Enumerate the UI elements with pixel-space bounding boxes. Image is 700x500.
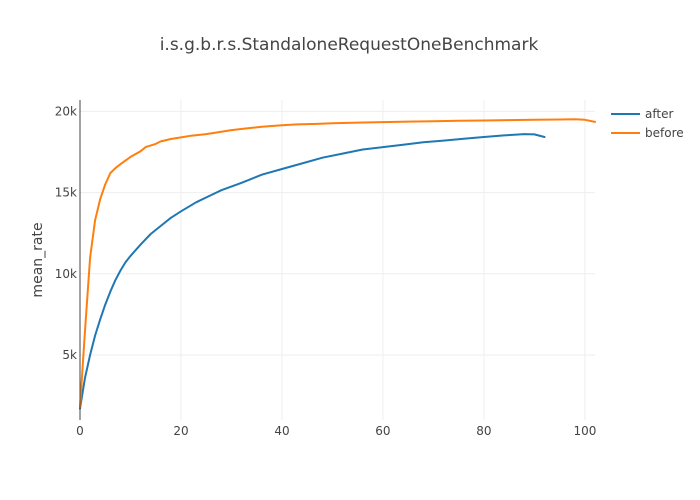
- y-tick-label: 15k: [55, 186, 77, 200]
- x-tick-label: 80: [476, 424, 491, 438]
- y-tick-label: 20k: [55, 104, 77, 118]
- chart-title: i.s.g.b.r.s.StandaloneRequestOneBenchmar…: [160, 35, 539, 55]
- y-tick-label: 5k: [62, 348, 77, 362]
- x-tick-label: 100: [573, 424, 596, 438]
- grid: [80, 100, 595, 420]
- legend-label-after: after: [645, 107, 673, 121]
- x-tick-label: 60: [375, 424, 390, 438]
- x-tick-label: 40: [274, 424, 289, 438]
- x-tick-label: 0: [76, 424, 84, 438]
- x-tick-label: 20: [173, 424, 188, 438]
- axes: 5k 10k 15k 20k 0 20 40 60 80 100: [55, 100, 596, 438]
- legend-label-before: before: [645, 126, 684, 140]
- y-axis-label: mean_rate: [30, 222, 46, 297]
- y-tick-label: 10k: [55, 267, 77, 281]
- series-layer: [79, 118, 596, 410]
- series-line-after: [79, 133, 546, 410]
- series-line-before: [79, 118, 596, 408]
- legend: after before: [611, 107, 684, 140]
